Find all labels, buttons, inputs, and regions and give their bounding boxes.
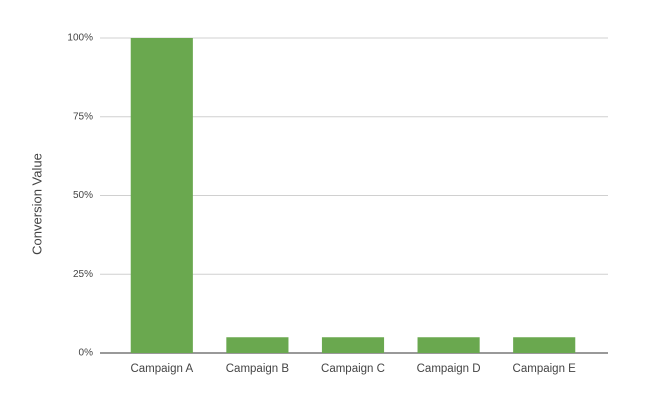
y-tick-label: 75% (73, 111, 93, 122)
y-tick-label: 100% (67, 33, 93, 44)
bar (321, 337, 385, 353)
x-tick-label: Campaign D (417, 363, 481, 375)
x-tick-label: Campaign C (321, 363, 385, 375)
x-tick-label: Campaign E (513, 363, 577, 375)
bar (513, 337, 576, 353)
bar (417, 337, 480, 353)
bar (130, 38, 193, 353)
bar (226, 337, 289, 353)
x-tick-label: Campaign B (226, 363, 290, 375)
y-tick-label: 50% (73, 190, 93, 201)
y-tick-label: 25% (73, 269, 93, 280)
x-tick-label: Campaign A (130, 363, 193, 375)
y-axis-label: Conversion Value (29, 153, 44, 255)
y-tick-label: 0% (79, 348, 94, 359)
